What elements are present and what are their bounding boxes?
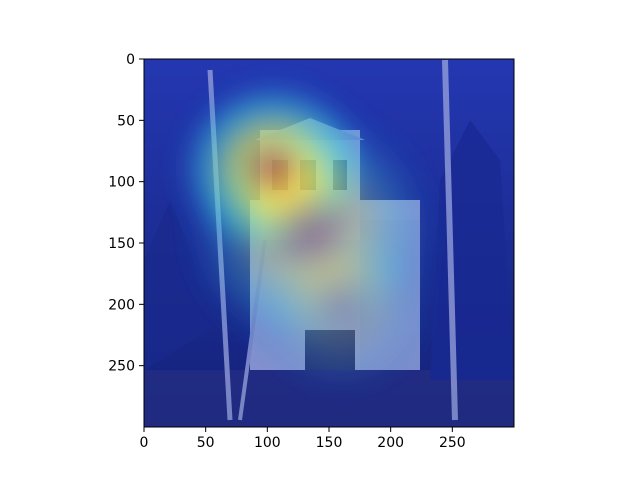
x-axis: 0 50 100 150 200 250	[140, 427, 466, 451]
y-tick-label: 150	[108, 236, 135, 252]
x-tick-label: 100	[254, 435, 281, 451]
x-tick-label: 200	[377, 435, 404, 451]
heat-hotspot	[242, 206, 440, 403]
heatmap-overlay	[168, 71, 447, 403]
y-tick-label: 50	[117, 113, 135, 129]
x-tick-label: 250	[439, 435, 466, 451]
photo-tree-left	[144, 200, 210, 370]
y-tick-label: 100	[108, 175, 135, 191]
photo-birch-2	[442, 59, 458, 421]
heatmap-plot-area	[144, 59, 514, 427]
y-tick-label: 200	[108, 297, 135, 313]
y-tick-label: 250	[108, 359, 135, 375]
x-tick-label: 150	[316, 435, 343, 451]
x-tick-label: 0	[140, 435, 149, 451]
y-tick-label: 0	[126, 52, 135, 68]
x-tick-label: 50	[197, 435, 215, 451]
y-axis: 0 50 100 150 200 250	[108, 52, 144, 375]
